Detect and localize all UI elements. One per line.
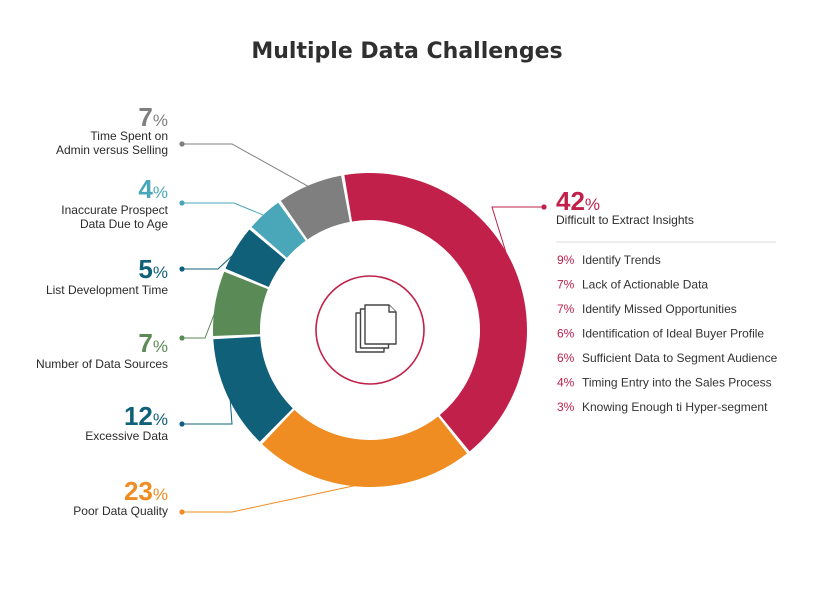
percent-sign: % xyxy=(153,485,168,504)
leader-line xyxy=(182,483,364,513)
slice-percent: 12% xyxy=(124,401,168,431)
percent-sign: % xyxy=(153,410,168,429)
percent-value: 12 xyxy=(124,401,153,431)
slice-label-text: Data Due to Age xyxy=(80,217,168,231)
slice-label-2: 12%Excessive Data xyxy=(85,393,233,443)
breakdown-list: 9% Identify Trends 7% Lack of Actionable Da… xyxy=(556,241,778,414)
slice-label-text: Inaccurate Prospect xyxy=(61,203,168,217)
percent-sign: % xyxy=(585,195,600,214)
leader-line xyxy=(182,202,267,217)
center-ring xyxy=(315,275,425,385)
percent-value: 23 xyxy=(124,476,153,506)
chart-title: Multiple Data Challenges xyxy=(251,39,562,64)
percent-value: 7 xyxy=(138,102,152,132)
percent-value: 7 xyxy=(138,328,152,358)
percent-value: 42 xyxy=(556,186,585,216)
slice-percent: 7% xyxy=(138,102,168,132)
leader-dot xyxy=(179,335,185,341)
slice-label-text: List Development Time xyxy=(46,283,168,297)
slice-3 xyxy=(213,271,268,337)
slice-percent: 7% xyxy=(138,328,168,358)
slice-percent: 42% xyxy=(556,186,600,216)
slice-label-text: Poor Data Quality xyxy=(73,504,168,518)
breakdown-percent: 6% xyxy=(557,327,575,341)
breakdown-percent: 7% xyxy=(557,302,575,316)
leader-dot xyxy=(541,204,547,210)
breakdown-percent: 4% xyxy=(557,376,575,390)
breakdown-percent: 7% xyxy=(557,278,575,292)
center-badge xyxy=(315,275,425,385)
slice-label-1: 23%Poor Data Quality xyxy=(73,476,364,518)
leader-line xyxy=(182,249,239,270)
percent-value: 4 xyxy=(138,174,153,204)
slice-2 xyxy=(213,336,293,442)
documents-icon xyxy=(355,304,397,353)
slice-label-4: 5%List Development Time xyxy=(46,249,239,297)
breakdown-label: Lack of Actionable Data xyxy=(582,278,708,292)
percent-value: 5 xyxy=(138,254,152,284)
percent-sign: % xyxy=(153,263,168,282)
leader-line xyxy=(491,206,544,267)
slice-5 xyxy=(251,202,306,258)
slice-0 xyxy=(344,173,527,452)
slice-label-text: Excessive Data xyxy=(85,429,168,443)
slice-percent: 4% xyxy=(138,174,168,204)
breakdown-percent: 9% xyxy=(557,253,575,267)
slice-1 xyxy=(262,409,468,487)
leader-line xyxy=(182,143,312,189)
breakdown-label: Identify Missed Opportunities xyxy=(582,302,737,316)
breakdown-label: Identify Trends xyxy=(582,253,661,267)
leader-dot xyxy=(179,421,185,427)
slice-label-text: Time Spent on xyxy=(90,129,168,143)
breakdown-percent: 3% xyxy=(557,400,575,414)
breakdown-label: Knowing Enough ti Hyper-segment xyxy=(582,400,768,414)
slice-percent: 23% xyxy=(124,476,168,506)
leader-dot xyxy=(179,141,185,147)
slice-percent: 5% xyxy=(138,254,168,284)
slice-label-3: 7%Number of Data Sources xyxy=(36,303,219,371)
leader-dot xyxy=(179,200,185,206)
breakdown-label: Identification of Ideal Buyer Profile xyxy=(582,327,764,341)
leader-line xyxy=(182,393,233,425)
percent-sign: % xyxy=(153,111,168,130)
slice-4 xyxy=(225,229,286,288)
leader-line xyxy=(182,303,219,339)
breakdown-label: Timing Entry into the Sales Process xyxy=(582,376,772,390)
slice-label-text: Admin versus Selling xyxy=(56,143,168,157)
percent-sign: % xyxy=(153,337,168,356)
slice-label-0: 42%Difficult to Extract Insights xyxy=(491,186,694,267)
breakdown-label: Sufficient Data to Segment Audience xyxy=(582,351,778,365)
leader-dot xyxy=(179,266,185,272)
breakdown-percent: 6% xyxy=(557,351,575,365)
donut xyxy=(213,173,527,487)
slice-label-text: Difficult to Extract Insights xyxy=(556,213,694,227)
leader-dot xyxy=(179,509,185,515)
slice-label-text: Number of Data Sources xyxy=(36,357,168,371)
slice-labels: 42%Difficult to Extract Insights23%Poor … xyxy=(36,102,694,518)
percent-sign: % xyxy=(153,183,168,202)
slice-6 xyxy=(280,175,350,240)
